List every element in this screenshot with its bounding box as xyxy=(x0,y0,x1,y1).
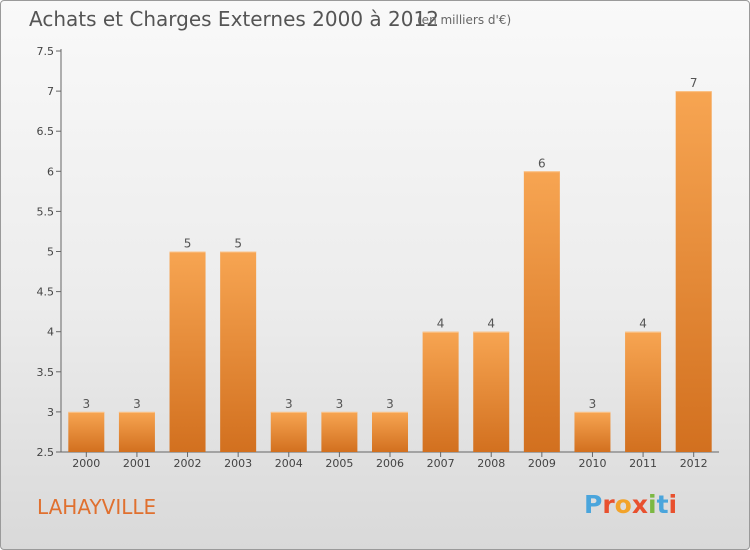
bar-2010 xyxy=(574,411,611,452)
y-tick-label: 6.5 xyxy=(37,125,55,138)
data-label: 3 xyxy=(386,397,394,411)
y-tick-label: 5 xyxy=(47,246,54,259)
y-tick-label: 4 xyxy=(47,326,54,339)
x-tick-label: 2005 xyxy=(325,457,353,470)
data-label: 6 xyxy=(538,156,546,170)
x-tick-label: 2003 xyxy=(224,457,252,470)
data-label: 4 xyxy=(487,317,495,331)
logo-letter: t xyxy=(656,490,669,519)
bar-2005 xyxy=(321,411,358,452)
x-tick-label: 2011 xyxy=(629,457,657,470)
logo-letter: i xyxy=(648,490,657,519)
bar-2000 xyxy=(68,411,105,452)
bar-2008 xyxy=(473,331,510,452)
x-tick-label: 2004 xyxy=(275,457,303,470)
bar-2006 xyxy=(372,411,408,452)
x-tick-label: 2009 xyxy=(528,457,556,470)
x-tick-label: 2001 xyxy=(123,457,151,470)
x-tick-label: 2008 xyxy=(477,457,505,470)
x-tick-label: 2000 xyxy=(72,457,100,470)
bar-2009 xyxy=(523,171,560,453)
x-tick-label: 2006 xyxy=(376,457,404,470)
bar-2001 xyxy=(118,411,155,452)
bar-2007 xyxy=(422,331,459,452)
bar-2011 xyxy=(625,331,662,452)
x-tick-label: 2007 xyxy=(427,457,455,470)
bar-2004 xyxy=(270,411,307,452)
bar-2002 xyxy=(169,251,206,452)
logo-letter: i xyxy=(668,490,678,519)
y-tick-label: 7.5 xyxy=(37,45,55,58)
chart-title: Achats et Charges Externes 2000 à 2012 xyxy=(29,7,439,31)
data-label: 4 xyxy=(639,317,647,331)
y-tick-label: 5.5 xyxy=(37,205,55,218)
y-tick-label: 3 xyxy=(47,406,54,419)
data-label: 3 xyxy=(133,397,141,411)
data-label: 3 xyxy=(285,397,293,411)
data-label: 5 xyxy=(234,237,242,251)
x-tick-label: 2010 xyxy=(578,457,606,470)
data-label: 3 xyxy=(589,397,597,411)
bar-2003 xyxy=(220,251,257,452)
bar-2012 xyxy=(675,91,712,452)
proxiti-logo[interactable]: Proxiti xyxy=(584,490,677,519)
data-label: 7 xyxy=(690,76,698,90)
logo-letter: o xyxy=(614,490,632,519)
chart-unit: (en milliers d'€) xyxy=(417,13,512,27)
y-tick-label: 4.5 xyxy=(37,286,55,299)
data-label: 3 xyxy=(82,397,90,411)
commune-name: LAHAYVILLE xyxy=(37,495,157,519)
data-label: 5 xyxy=(184,237,192,251)
logo-letter: x xyxy=(631,490,648,519)
x-tick-label: 2012 xyxy=(680,457,708,470)
data-label: 3 xyxy=(336,397,344,411)
y-tick-label: 6 xyxy=(47,165,54,178)
y-tick-label: 7 xyxy=(47,85,54,98)
y-tick-label: 3.5 xyxy=(37,366,55,379)
x-tick-label: 2002 xyxy=(174,457,202,470)
logo-letter: P xyxy=(584,490,603,519)
y-tick-label: 2.5 xyxy=(37,446,55,459)
data-label: 4 xyxy=(437,317,445,331)
logo-letter: r xyxy=(602,490,615,519)
